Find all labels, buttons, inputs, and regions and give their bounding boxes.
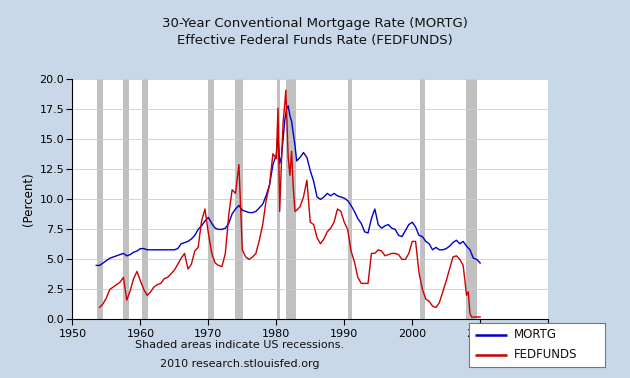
Text: Effective Federal Funds Rate (FEDFUNDS): Effective Federal Funds Rate (FEDFUNDS) bbox=[177, 34, 453, 47]
Bar bbox=[287, 79, 296, 319]
Text: FEDFUNDS: FEDFUNDS bbox=[514, 349, 578, 361]
Bar bbox=[348, 79, 352, 319]
Y-axis label: (Percent): (Percent) bbox=[22, 172, 35, 226]
Bar bbox=[235, 79, 243, 319]
Bar bbox=[420, 79, 425, 319]
Bar bbox=[466, 79, 477, 319]
Text: 30-Year Conventional Mortgage Rate (MORTG): 30-Year Conventional Mortgage Rate (MORT… bbox=[162, 17, 468, 30]
Text: MORTG: MORTG bbox=[514, 328, 557, 341]
Bar bbox=[123, 79, 129, 319]
Bar bbox=[277, 79, 280, 319]
Text: 2010 research.stlouisfed.org: 2010 research.stlouisfed.org bbox=[159, 359, 319, 369]
Bar bbox=[208, 79, 214, 319]
Text: Shaded areas indicate US recessions.: Shaded areas indicate US recessions. bbox=[135, 340, 344, 350]
Bar bbox=[98, 79, 103, 319]
Bar bbox=[142, 79, 148, 319]
